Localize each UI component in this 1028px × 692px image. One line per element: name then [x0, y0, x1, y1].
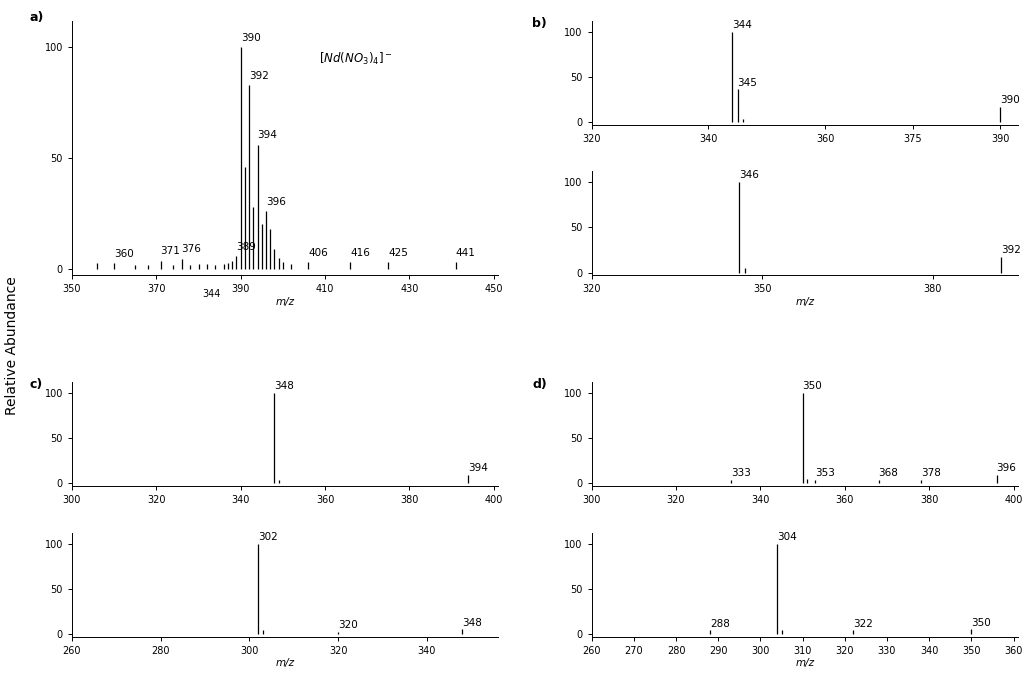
Text: 345: 345 [738, 78, 758, 88]
Text: 406: 406 [308, 248, 328, 257]
Text: Relative Abundance: Relative Abundance [5, 277, 20, 415]
Text: 320: 320 [338, 620, 358, 630]
Text: 378: 378 [921, 468, 941, 478]
Text: 353: 353 [815, 468, 835, 478]
Text: c): c) [30, 378, 42, 391]
X-axis label: m/z: m/z [276, 297, 295, 307]
Text: 396: 396 [266, 197, 286, 207]
X-axis label: m/z: m/z [276, 659, 295, 668]
Text: 350: 350 [803, 381, 822, 391]
Text: 322: 322 [853, 619, 873, 628]
Text: 389: 389 [236, 242, 256, 252]
Text: 390: 390 [1000, 95, 1020, 104]
Text: 441: 441 [455, 248, 476, 257]
X-axis label: m/z: m/z [795, 297, 814, 307]
Text: 344: 344 [201, 289, 220, 298]
Text: 333: 333 [731, 468, 750, 478]
Text: 394: 394 [469, 464, 488, 473]
Text: a): a) [30, 10, 44, 24]
Text: 348: 348 [274, 381, 294, 391]
Text: d): d) [533, 378, 547, 391]
Text: 392: 392 [1000, 246, 1021, 255]
Text: 390: 390 [241, 33, 260, 43]
X-axis label: m/z: m/z [795, 659, 814, 668]
Text: 416: 416 [351, 248, 370, 257]
Text: 425: 425 [389, 248, 408, 257]
Text: 394: 394 [258, 130, 278, 140]
Text: $[Nd(NO_3)_4]^-$: $[Nd(NO_3)_4]^-$ [319, 51, 393, 67]
Text: 302: 302 [258, 531, 279, 542]
Text: 392: 392 [249, 71, 269, 80]
Text: 368: 368 [879, 468, 898, 478]
Text: 376: 376 [182, 244, 201, 254]
Text: 346: 346 [739, 170, 760, 181]
Text: 371: 371 [160, 246, 180, 257]
Text: 344: 344 [732, 20, 751, 30]
Text: 288: 288 [709, 619, 730, 628]
Text: 348: 348 [463, 617, 482, 628]
Text: 304: 304 [777, 531, 797, 542]
Text: 360: 360 [114, 248, 134, 259]
Text: 396: 396 [996, 464, 1017, 473]
Text: 350: 350 [971, 617, 991, 628]
Text: b): b) [533, 17, 547, 30]
